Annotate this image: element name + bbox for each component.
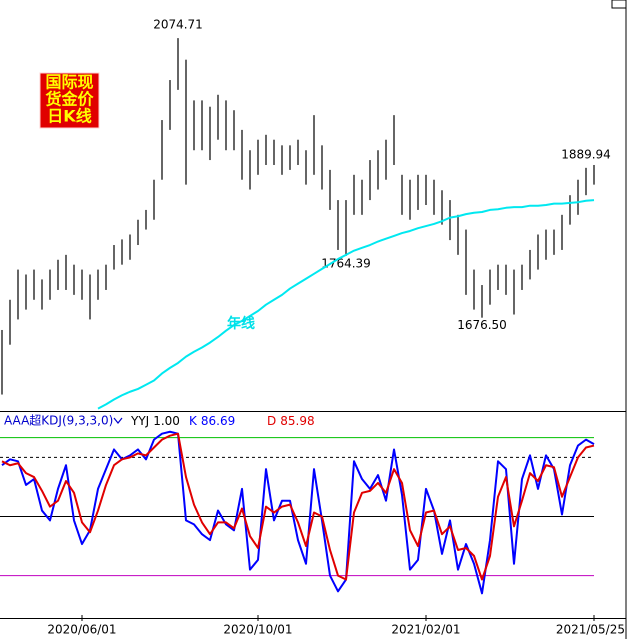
logo-box (39, 72, 100, 129)
yyj-label: YYJ 1.00 (130, 414, 180, 428)
d-name: D (267, 414, 276, 428)
x-tick-label: 2021/05/25 (556, 623, 625, 637)
k-value: 86.69 (201, 414, 235, 428)
logo-line: 货金价 (45, 90, 94, 109)
x-tick-label: 2021/02/01 (391, 623, 460, 637)
ma-label: 年线 (227, 315, 255, 332)
d-value: 85.98 (280, 414, 314, 428)
x-tick-label: 2020/10/01 (223, 623, 292, 637)
indicator-line (1, 432, 595, 581)
logo-line: 日K线 (47, 107, 91, 126)
high-label: 2074.71 (153, 18, 203, 32)
indicator-header: AAA超KDJ(9,3,3,0) YYJ 1.00 K 86.69 D 85.98 (4, 413, 315, 428)
ma-line (97, 199, 595, 410)
indicator-title: AAA超KDJ(9,3,3,0) (4, 413, 113, 428)
dropdown-chevron[interactable] (113, 417, 123, 424)
k-label: K 86.69 (189, 414, 235, 428)
logo: 国际现 货金价 日K线 (39, 72, 100, 129)
logo-line: 国际现 (45, 73, 93, 92)
k-name: K (189, 414, 198, 428)
low-label: 1676.50 (457, 318, 507, 332)
corner-box (611, 0, 627, 9)
d-label: D 85.98 (267, 414, 315, 428)
indicator-line (1, 430, 595, 595)
high-label: 1889.94 (561, 147, 611, 161)
yyj-value: 1.00 (153, 414, 180, 428)
yyj-name: YYJ (130, 414, 149, 428)
x-tick-label: 2020/06/01 (47, 623, 116, 637)
low-label: 1764.39 (321, 256, 371, 270)
